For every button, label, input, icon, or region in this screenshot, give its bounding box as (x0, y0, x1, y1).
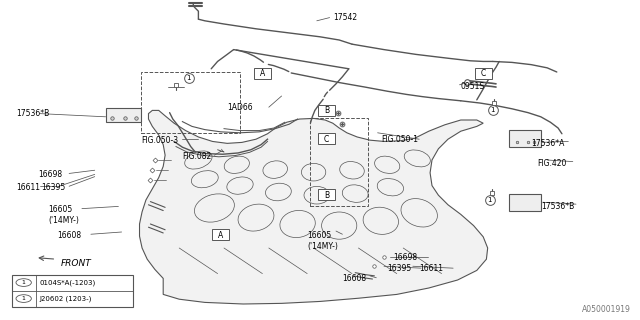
Bar (12, 275, 133, 307)
FancyBboxPatch shape (318, 133, 335, 144)
Text: 17536*A: 17536*A (531, 140, 564, 148)
Text: 16698: 16698 (394, 253, 418, 262)
Text: FIG.050-3: FIG.050-3 (141, 136, 178, 145)
Text: C: C (324, 135, 329, 144)
Text: 1: 1 (22, 280, 26, 285)
Bar (141, 72, 240, 133)
Text: A: A (218, 231, 223, 240)
Text: 16611: 16611 (419, 264, 444, 273)
Text: B: B (324, 191, 329, 200)
Text: 16608: 16608 (58, 231, 82, 240)
Text: 1AD66: 1AD66 (227, 103, 253, 112)
Text: 16395: 16395 (387, 264, 412, 273)
Text: 16611: 16611 (16, 183, 40, 192)
Bar (509, 130, 541, 147)
Text: 1: 1 (487, 197, 492, 203)
Text: 0951S: 0951S (461, 82, 485, 91)
Text: FIG.420: FIG.420 (538, 159, 567, 168)
Bar (310, 118, 368, 206)
Text: A050001919: A050001919 (582, 305, 630, 314)
Text: 0104S*A(-1203): 0104S*A(-1203) (40, 279, 96, 286)
FancyBboxPatch shape (475, 68, 492, 79)
Text: 16605: 16605 (307, 231, 332, 240)
Circle shape (16, 279, 31, 286)
Text: 16395: 16395 (42, 183, 66, 192)
Text: 17542: 17542 (333, 13, 357, 22)
FancyBboxPatch shape (318, 189, 335, 200)
Text: ('14MY-): ('14MY-) (48, 216, 79, 225)
Text: 16698: 16698 (38, 170, 63, 179)
Text: 1: 1 (490, 108, 495, 113)
Text: 16608: 16608 (342, 274, 367, 283)
Text: ('14MY-): ('14MY-) (307, 242, 338, 251)
Text: B: B (324, 106, 329, 115)
Text: J20602 (1203-): J20602 (1203-) (40, 295, 92, 302)
Text: 1: 1 (22, 296, 26, 301)
Text: 16605: 16605 (48, 205, 72, 214)
Text: 1: 1 (186, 76, 191, 81)
Text: 17536*B: 17536*B (541, 202, 574, 211)
Bar (106, 108, 141, 122)
Text: A: A (260, 69, 265, 78)
FancyBboxPatch shape (254, 68, 271, 79)
Text: FIG.050-1: FIG.050-1 (381, 135, 418, 144)
Text: C: C (481, 69, 486, 78)
FancyBboxPatch shape (212, 229, 229, 240)
Text: FRONT: FRONT (61, 260, 92, 268)
PathPatch shape (140, 110, 488, 304)
Circle shape (16, 295, 31, 302)
Text: FIG.082: FIG.082 (182, 152, 212, 161)
Text: 17536*B: 17536*B (16, 109, 49, 118)
FancyBboxPatch shape (318, 105, 335, 116)
Bar (509, 194, 541, 211)
